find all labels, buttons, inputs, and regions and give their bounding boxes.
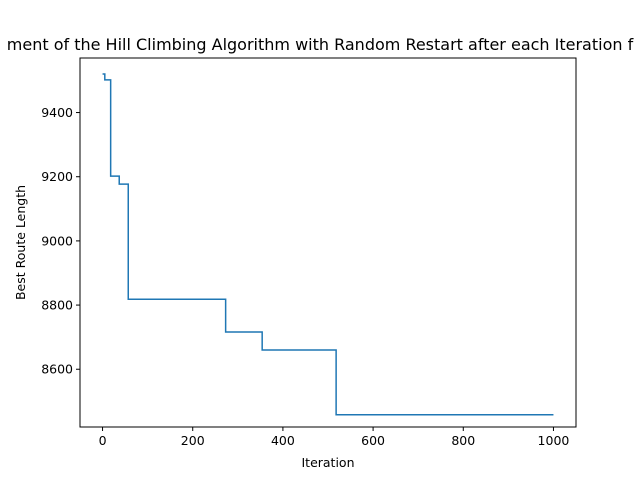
- x-tick-label: 400: [271, 433, 295, 448]
- x-tick-label: 1000: [538, 433, 570, 448]
- y-axis: 8600 8800 9000 9200 9400: [41, 105, 80, 377]
- y-tick-label: 8800: [41, 298, 73, 313]
- x-axis-label: Iteration: [301, 455, 354, 470]
- x-tick-label: 0: [99, 433, 107, 448]
- y-tick-label: 9400: [41, 105, 73, 120]
- y-tick-label: 9200: [41, 169, 73, 184]
- chart-title: ment of the Hill Climbing Algorithm with…: [7, 35, 634, 54]
- x-tick-label: 600: [361, 433, 385, 448]
- x-tick-label: 200: [181, 433, 205, 448]
- series-line: [102, 73, 554, 416]
- plot-area: [79, 57, 577, 428]
- y-axis-label: Best Route Length: [13, 185, 28, 300]
- y-tick-label: 9000: [41, 233, 73, 248]
- x-tick-label: 800: [451, 433, 475, 448]
- plot-frame: [79, 57, 577, 428]
- y-tick-label: 8600: [41, 362, 73, 377]
- x-axis: 0 200 400 600 800 1000: [99, 427, 570, 448]
